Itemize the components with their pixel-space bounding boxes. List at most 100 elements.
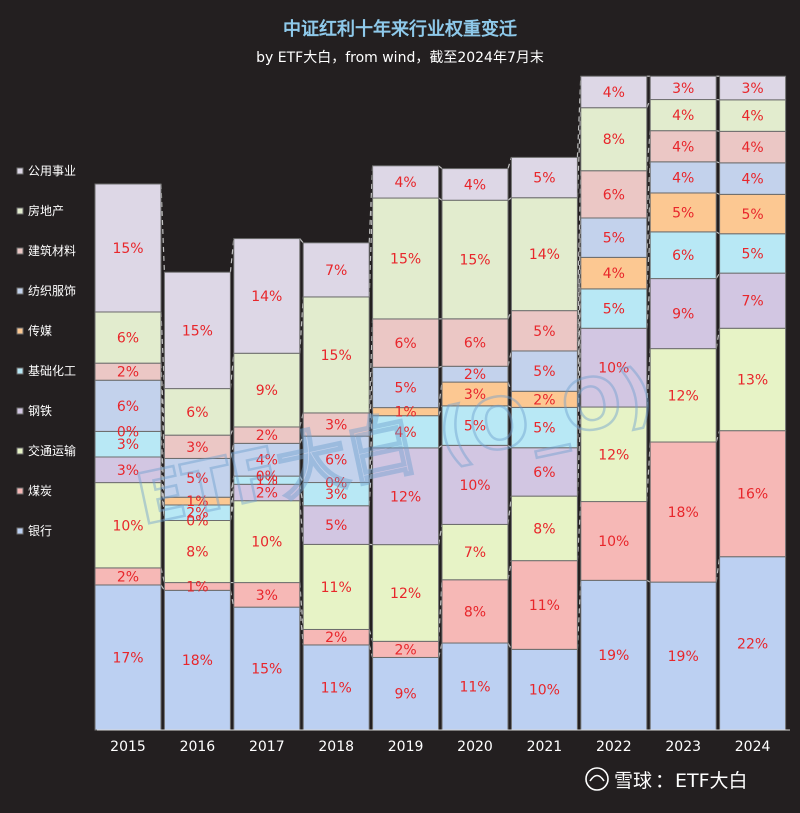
segment-label-2020-%E7%85%A4%E7%82%AD: 8% [464,604,486,620]
segment-label-2023-%E7%85%A4%E7%82%AD: 18% [668,505,699,521]
legend-label: 钢铁 [28,404,52,418]
x-tick-label-2018: 2018 [318,739,354,755]
segment-label-2015-%E4%BC%A0%E5%AA%92: 0% [117,424,139,440]
connector-line [300,583,303,630]
segment-label-2021-%E9%92%A2%E9%93%81: 6% [533,465,555,481]
segment-label-2022-%E6%88%BF%E5%9C%B0%E4%BA%A7: 8% [603,132,625,148]
segment-label-2021-%E5%85%AC%E7%94%A8%E4%BA%8B%E4%B8%9A: 5% [533,171,555,187]
connector-line [716,431,719,442]
x-tick-label-2015: 2015 [110,739,146,755]
segment-label-2019-%E5%BB%BA%E7%AD%91%E6%9D%90%E6%96%99: 6% [394,336,416,352]
connector-line [716,273,719,278]
legend-swatch [17,208,23,214]
connector-line [716,232,719,234]
segment-label-2020-%E4%BA%A4%E9%80%9A%E8%BF%90%E8%BE%93: 7% [464,545,486,561]
segment-label-2016-%E6%88%BF%E5%9C%B0%E4%BA%A7: 6% [186,405,208,421]
connector-line [647,442,650,502]
segment-label-2020-%E7%BA%BA%E7%BB%87%E6%9C%8D%E9%A5%B0: 2% [464,367,486,383]
connector-line [508,311,511,319]
segment-label-2021-%E6%88%BF%E5%9C%B0%E4%BA%A7: 14% [529,247,560,263]
segment-label-2024-%E5%BB%BA%E7%AD%91%E6%9D%90%E6%96%99: 4% [741,140,763,156]
connector-line [439,524,442,544]
segment-label-2022-%E5%BB%BA%E7%AD%91%E6%9D%90%E6%96%99: 6% [603,187,625,203]
connector-line [508,643,511,649]
connector-line [161,184,164,272]
connector-line [716,328,719,348]
legend-label: 银行 [28,524,52,538]
segment-label-2016-%E9%93%B6%E8%A1%8C: 18% [182,653,213,669]
segment-label-2018-%E4%BA%A4%E9%80%9A%E8%BF%90%E8%BE%93: 11% [321,580,352,596]
segment-label-2015-%E7%85%A4%E7%82%AD: 2% [117,569,139,585]
segment-label-2015-%E9%93%B6%E8%A1%8C: 17% [112,650,143,666]
legend-label: 公用事业 [28,164,76,178]
legend-swatch [17,408,23,414]
connector-line [647,131,650,171]
segment-label-2024-%E6%88%BF%E5%9C%B0%E4%BA%A7: 4% [741,109,763,125]
chart-title: 中证红利十年来行业权重变迁 [283,18,517,40]
footer-separator: ： [655,770,674,792]
segment-label-2020-%E5%BB%BA%E7%AD%91%E6%9D%90%E6%96%99: 6% [464,336,486,352]
segment-label-2017-%E6%88%BF%E5%9C%B0%E4%BA%A7: 9% [256,383,278,399]
footer-brand: 雪球 [614,770,652,792]
legend-label: 传媒 [28,323,52,338]
segment-label-2024-%E7%85%A4%E7%82%AD: 16% [737,487,768,503]
segment-label-2024-%E7%BA%BA%E7%BB%87%E6%9C%8D%E9%A5%B0: 4% [741,172,763,188]
connector-line [230,239,233,273]
connector-line [230,590,233,607]
connector-line [716,193,719,194]
segment-label-2019-%E7%BA%BA%E7%BB%87%E6%9C%8D%E9%A5%B0: 5% [394,380,416,396]
legend-item-%E5%BB%BA%E7%AD%91%E6%9D%90%E6%96%99: 建筑材料 [17,243,76,258]
segment-label-2024-%E5%85%AC%E7%94%A8%E4%BA%8B%E4%B8%9A: 3% [741,81,763,97]
segment-label-2017-%E5%85%AC%E7%94%A8%E4%BA%8B%E4%B8%9A: 14% [251,289,282,305]
segment-label-2022-%E5%85%AC%E7%94%A8%E4%BA%8B%E4%B8%9A: 4% [603,85,625,101]
segment-label-2017-%E9%93%B6%E8%A1%8C: 15% [251,662,282,678]
segment-label-2019-%E9%92%A2%E9%93%81: 12% [390,489,421,505]
legend-item-%E6%88%BF%E5%9C%B0%E4%BA%A7: 房地产 [17,203,64,218]
legend-item-%E7%BA%BA%E7%BB%87%E6%9C%8D%E9%A5%B0: 纺织服饰 [17,284,76,298]
legend-swatch [17,328,23,334]
footer-credit: 雪球 ： ETF大白 [586,768,748,792]
segment-label-2018-%E7%85%A4%E7%82%AD: 2% [325,630,347,646]
footer-author: ETF大白 [675,770,748,792]
connector-line [439,166,442,169]
connector-line [369,629,372,641]
x-tick-label-2017: 2017 [249,739,285,755]
segment-label-2020-%E9%93%B6%E8%A1%8C: 11% [459,680,490,696]
legend-label: 基础化工 [28,364,76,378]
segment-label-2023-%E9%93%B6%E8%A1%8C: 19% [668,649,699,665]
connector-line [300,239,303,243]
segment-label-2018-%E6%88%BF%E5%9C%B0%E4%BA%A7: 15% [321,348,352,364]
legend-item-%E4%BC%A0%E5%AA%92: 传媒 [17,323,52,338]
segment-label-2019-%E7%85%A4%E7%82%AD: 2% [394,642,416,658]
legend-item-%E9%92%A2%E9%93%81: 钢铁 [17,404,52,418]
x-tick-label-2022: 2022 [596,739,632,755]
connector-line [577,580,580,649]
segment-label-2023-%E4%BC%A0%E5%AA%92: 5% [672,205,694,221]
segment-label-2024-%E9%92%A2%E9%93%81: 7% [741,294,763,310]
segment-label-2016-%E4%BA%A4%E9%80%9A%E8%BF%90%E8%BE%93: 8% [186,545,208,561]
connector-line [508,157,511,168]
connector-line [439,198,442,200]
legend-label: 房地产 [28,203,64,218]
segment-label-2015-%E6%88%BF%E5%9C%B0%E4%BA%A7: 6% [117,331,139,347]
segment-label-2021-%E9%93%B6%E8%A1%8C: 10% [529,683,560,699]
segment-label-2021-%E7%85%A4%E7%82%AD: 11% [529,598,560,614]
x-tick-label-2021: 2021 [527,739,563,755]
segment-label-2024-%E4%BA%A4%E9%80%9A%E8%BF%90%E8%BE%93: 13% [737,372,768,388]
connector-line [230,353,233,388]
segment-label-2016-%E7%85%A4%E7%82%AD: 1% [186,579,208,595]
segment-label-2018-%E9%92%A2%E9%93%81: 5% [325,518,347,534]
segment-label-2023-%E9%92%A2%E9%93%81: 9% [672,307,694,323]
connector-line [508,561,511,580]
connector-line [300,297,303,353]
segment-label-2019-%E6%88%BF%E5%9C%B0%E4%BA%A7: 15% [390,251,421,267]
segment-label-2022-%E7%85%A4%E7%82%AD: 10% [598,534,629,550]
legend-item-%E4%BA%A4%E9%80%9A%E8%BF%90%E8%BE%93: 交通运输 [17,443,76,458]
chart-subtitle: by ETF大白，from wind，截至2024年7月末 [256,50,544,66]
segment-label-2024-%E4%BC%A0%E5%AA%92: 5% [741,207,763,223]
connector-line [577,502,580,561]
segment-label-2018-%E9%93%B6%E8%A1%8C: 11% [321,680,352,696]
